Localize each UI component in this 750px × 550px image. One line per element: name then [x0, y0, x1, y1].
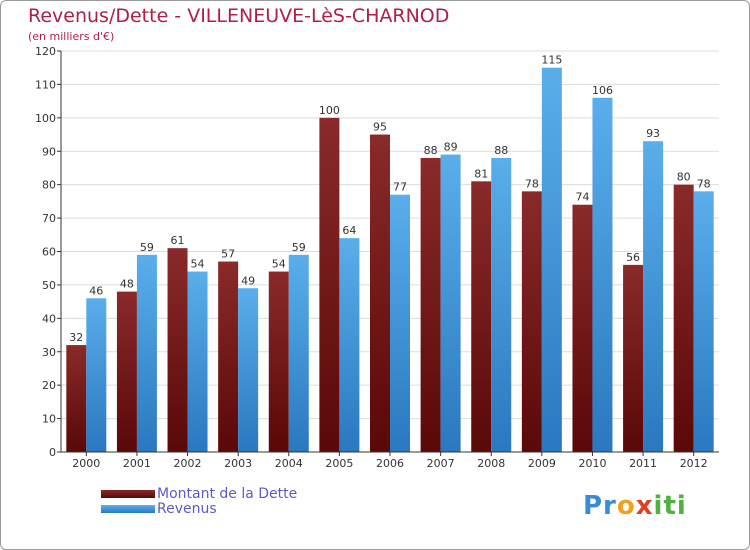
x-tick-label: 2008 [477, 457, 505, 470]
bar-dette [572, 204, 593, 452]
x-tick-label: 2006 [376, 457, 404, 470]
y-tick-label: 30 [42, 346, 56, 359]
y-tick-label: 60 [42, 246, 56, 259]
chart-title: Revenus/Dette - VILLENEUVE-LèS-CHARNOD [28, 5, 450, 27]
data-label-revenus: 89 [444, 141, 458, 154]
data-label-revenus: 64 [342, 224, 356, 237]
bar-dette [673, 184, 694, 452]
data-label-revenus: 88 [494, 144, 508, 157]
data-label-dette: 80 [677, 171, 691, 184]
bars-layer [66, 67, 714, 453]
y-tick-label: 70 [42, 212, 56, 225]
bar-dette [167, 248, 188, 452]
bar-dette [370, 134, 390, 452]
bar-dette [623, 264, 644, 452]
legend-label-revenus: Revenus [157, 501, 217, 517]
x-tick-label: 2001 [123, 457, 151, 470]
x-tick-label: 2011 [629, 457, 657, 470]
data-label-revenus: 59 [140, 241, 154, 254]
bar-dette [420, 157, 441, 452]
bar-dette [471, 181, 492, 452]
y-tick-label: 80 [42, 179, 56, 192]
data-label-dette: 81 [474, 167, 488, 180]
labels-layer: 32 46 48 59 61 54 57 49 54 59 100 64 95 77 88 89 81 88 78 1… [69, 54, 710, 344]
bar-revenus [491, 157, 512, 452]
logo-part-2: o [616, 491, 636, 521]
data-label-dette: 100 [319, 104, 340, 117]
data-label-dette: 95 [373, 121, 387, 134]
data-label-revenus: 115 [541, 54, 562, 67]
chart-subtitle: (en milliers d'€) [28, 30, 115, 43]
data-label-revenus: 59 [292, 241, 306, 254]
logo-part-1: Pr [583, 491, 617, 521]
proxiti-logo: Proxiti [583, 491, 687, 521]
x-tick-label: 2005 [325, 457, 353, 470]
bar-dette [66, 345, 87, 452]
y-tick-label: 50 [42, 279, 56, 292]
data-label-revenus: 106 [592, 84, 613, 97]
y-tick-label: 0 [49, 446, 56, 459]
data-label-revenus: 78 [697, 177, 711, 190]
data-label-dette: 88 [424, 144, 438, 157]
data-label-dette: 48 [120, 278, 134, 291]
bar-revenus [86, 298, 107, 452]
legend-swatch-revenus [101, 505, 155, 513]
bar-revenus [187, 271, 208, 452]
bar-dette [218, 261, 239, 452]
data-label-dette: 74 [575, 191, 589, 204]
data-label-revenus: 49 [241, 274, 255, 287]
x-tick-label: 2003 [224, 457, 252, 470]
x-tick-label: 2007 [427, 457, 455, 470]
x-tick-label: 2000 [72, 457, 100, 470]
y-tick-label: 120 [35, 45, 56, 58]
x-tick-label: 2009 [528, 457, 556, 470]
data-label-dette: 56 [626, 251, 640, 264]
bar-revenus [238, 288, 259, 452]
bar-dette [521, 191, 542, 452]
axes-layer: 0 10 20 30 40 50 60 70 80 90 100 110 120 2000 2001 2002… [35, 45, 719, 470]
data-label-dette: 32 [69, 331, 83, 344]
x-tick-label: 2012 [680, 457, 708, 470]
bar-dette [268, 271, 289, 452]
bar-revenus [390, 194, 410, 453]
y-tick-label: 20 [42, 379, 56, 392]
y-tick-label: 110 [35, 78, 56, 91]
legend-swatch-dette [101, 490, 155, 498]
x-tick-label: 2002 [174, 457, 202, 470]
data-label-dette: 61 [171, 234, 185, 247]
bar-revenus [541, 67, 562, 452]
data-label-revenus: 54 [191, 258, 205, 271]
legend-label-dette: Montant de la Dette [157, 486, 298, 502]
bar-revenus [136, 254, 157, 452]
y-tick-label: 90 [42, 145, 56, 158]
bar-revenus [440, 154, 461, 452]
bar-dette [116, 291, 137, 452]
bar-revenus [643, 141, 664, 452]
logo-part-4: iti [653, 491, 687, 521]
data-label-dette: 57 [221, 248, 235, 261]
data-label-dette: 78 [525, 177, 539, 190]
x-tick-label: 2010 [578, 457, 606, 470]
y-tick-label: 10 [42, 413, 56, 426]
x-tick-label: 2004 [275, 457, 303, 470]
y-tick-label: 100 [35, 112, 56, 125]
bar-revenus [592, 97, 613, 453]
bar-revenus [693, 191, 714, 452]
logo-part-3: x [635, 491, 654, 521]
bar-revenus [339, 238, 360, 452]
data-label-revenus: 46 [89, 284, 103, 297]
data-label-revenus: 77 [393, 181, 407, 194]
data-label-revenus: 93 [646, 127, 660, 140]
bar-dette [319, 117, 340, 452]
data-label-dette: 54 [272, 258, 286, 271]
bar-revenus [288, 254, 309, 452]
y-tick-label: 40 [42, 312, 56, 325]
